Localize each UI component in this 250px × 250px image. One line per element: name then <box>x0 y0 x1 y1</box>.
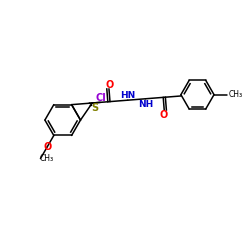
Text: O: O <box>106 80 114 90</box>
Text: S: S <box>91 103 98 113</box>
Text: HN: HN <box>120 91 135 100</box>
Text: O: O <box>43 142 52 152</box>
Text: Cl: Cl <box>96 94 106 104</box>
Text: NH: NH <box>138 100 153 109</box>
Text: O: O <box>159 110 167 120</box>
Text: CH₃: CH₃ <box>229 90 243 99</box>
Text: CH₃: CH₃ <box>40 154 54 163</box>
